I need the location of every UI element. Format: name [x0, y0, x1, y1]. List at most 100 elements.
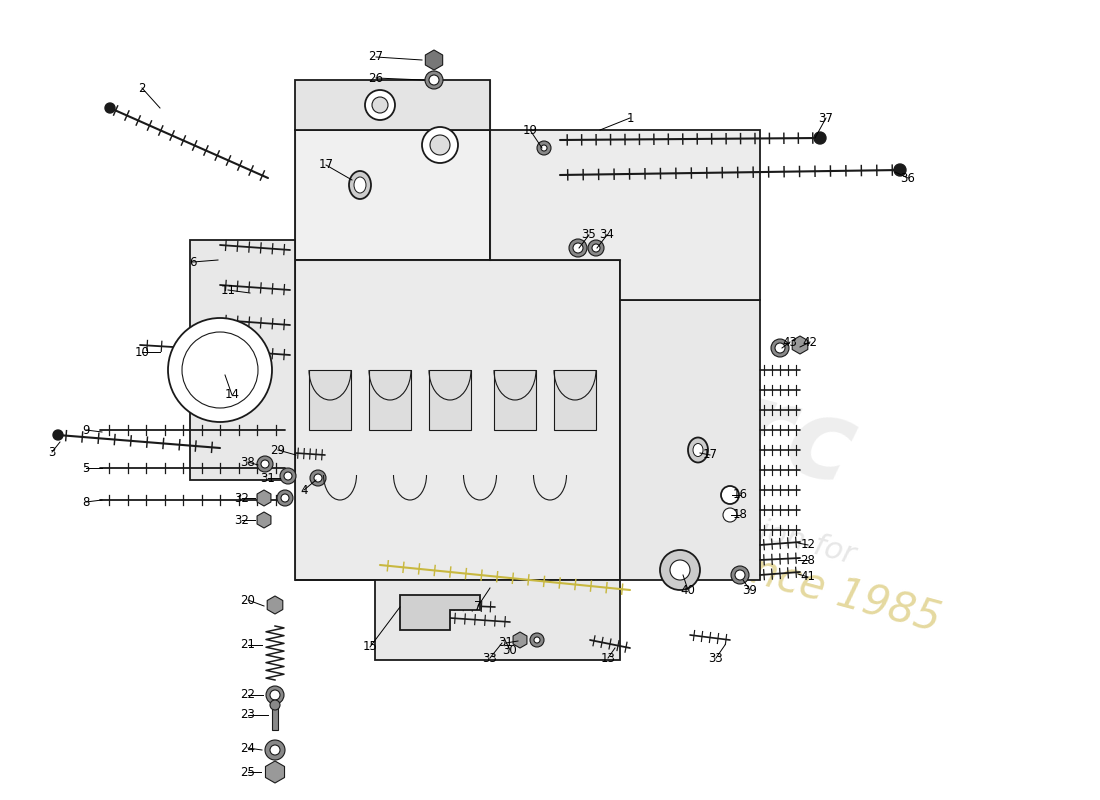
Text: 39: 39 [742, 583, 758, 597]
Polygon shape [513, 632, 527, 648]
Circle shape [53, 430, 63, 440]
Polygon shape [257, 490, 271, 506]
Text: 35: 35 [582, 229, 596, 242]
Polygon shape [792, 336, 807, 354]
Text: 31: 31 [498, 637, 514, 650]
Text: 16: 16 [733, 489, 748, 502]
Circle shape [182, 332, 258, 408]
Text: 18: 18 [733, 509, 747, 522]
Text: 33: 33 [708, 651, 724, 665]
Circle shape [261, 460, 270, 468]
Text: 4: 4 [300, 483, 308, 497]
Text: 10: 10 [134, 346, 150, 358]
Text: 32: 32 [234, 491, 250, 505]
Text: 20: 20 [241, 594, 255, 606]
Text: 22: 22 [241, 689, 255, 702]
Text: 42: 42 [803, 335, 817, 349]
Polygon shape [426, 50, 442, 70]
Text: 31: 31 [261, 471, 275, 485]
Text: 30: 30 [503, 643, 517, 657]
Text: eurc: eurc [573, 333, 867, 507]
Text: 36: 36 [901, 171, 915, 185]
Polygon shape [295, 130, 490, 260]
Text: 3: 3 [48, 446, 56, 458]
Text: 27: 27 [368, 50, 384, 63]
Polygon shape [554, 370, 596, 430]
Circle shape [425, 71, 443, 89]
Text: 21: 21 [241, 638, 255, 651]
Text: 37: 37 [818, 111, 834, 125]
Polygon shape [190, 240, 295, 480]
Polygon shape [368, 370, 411, 430]
Text: 11: 11 [220, 283, 235, 297]
Circle shape [257, 456, 273, 472]
Text: 32: 32 [234, 514, 250, 526]
Polygon shape [295, 80, 490, 130]
Circle shape [530, 633, 544, 647]
Text: 12: 12 [801, 538, 815, 551]
Text: 28: 28 [801, 554, 815, 566]
Text: 43: 43 [782, 335, 797, 349]
Circle shape [588, 240, 604, 256]
Ellipse shape [693, 443, 703, 457]
Polygon shape [267, 596, 283, 614]
Text: 15: 15 [363, 641, 377, 654]
Text: 17: 17 [319, 158, 333, 171]
Text: since 1985: since 1985 [715, 540, 945, 640]
Polygon shape [620, 300, 760, 580]
Text: 23: 23 [241, 709, 255, 722]
Text: 17: 17 [703, 449, 717, 462]
Ellipse shape [354, 177, 366, 193]
Text: 41: 41 [801, 570, 815, 583]
Text: a passion for: a passion for [661, 490, 859, 570]
Text: 14: 14 [224, 389, 240, 402]
Circle shape [280, 494, 289, 502]
Circle shape [569, 239, 587, 257]
Circle shape [670, 560, 690, 580]
Circle shape [270, 700, 280, 710]
Text: 34: 34 [600, 229, 615, 242]
Text: 24: 24 [241, 742, 255, 754]
Circle shape [270, 690, 280, 700]
Circle shape [372, 97, 388, 113]
Polygon shape [309, 370, 351, 430]
Polygon shape [257, 512, 271, 528]
Ellipse shape [349, 171, 371, 199]
Polygon shape [490, 130, 760, 300]
Circle shape [277, 490, 293, 506]
Circle shape [776, 343, 785, 353]
Circle shape [534, 637, 540, 643]
Circle shape [732, 566, 749, 584]
Circle shape [104, 103, 116, 113]
Text: 2: 2 [139, 82, 145, 94]
Circle shape [723, 508, 737, 522]
Polygon shape [272, 705, 278, 730]
Circle shape [422, 127, 458, 163]
Text: 29: 29 [271, 443, 286, 457]
Circle shape [894, 164, 906, 176]
Polygon shape [429, 370, 471, 430]
Text: 7: 7 [474, 599, 482, 613]
Circle shape [660, 550, 700, 590]
Circle shape [541, 145, 547, 151]
Text: 40: 40 [681, 583, 695, 597]
Text: 6: 6 [189, 255, 197, 269]
Circle shape [430, 135, 450, 155]
Text: 8: 8 [82, 495, 90, 509]
Text: 9: 9 [82, 423, 90, 437]
Circle shape [720, 486, 739, 504]
Ellipse shape [688, 438, 708, 462]
Circle shape [735, 570, 745, 580]
Polygon shape [295, 580, 620, 660]
Text: 19: 19 [522, 123, 538, 137]
Circle shape [365, 90, 395, 120]
Circle shape [537, 141, 551, 155]
Circle shape [265, 740, 285, 760]
Polygon shape [265, 761, 285, 783]
Circle shape [266, 686, 284, 704]
Text: 25: 25 [241, 766, 255, 778]
Text: 13: 13 [601, 651, 615, 665]
Circle shape [270, 745, 280, 755]
Polygon shape [295, 260, 620, 580]
Polygon shape [400, 595, 480, 630]
